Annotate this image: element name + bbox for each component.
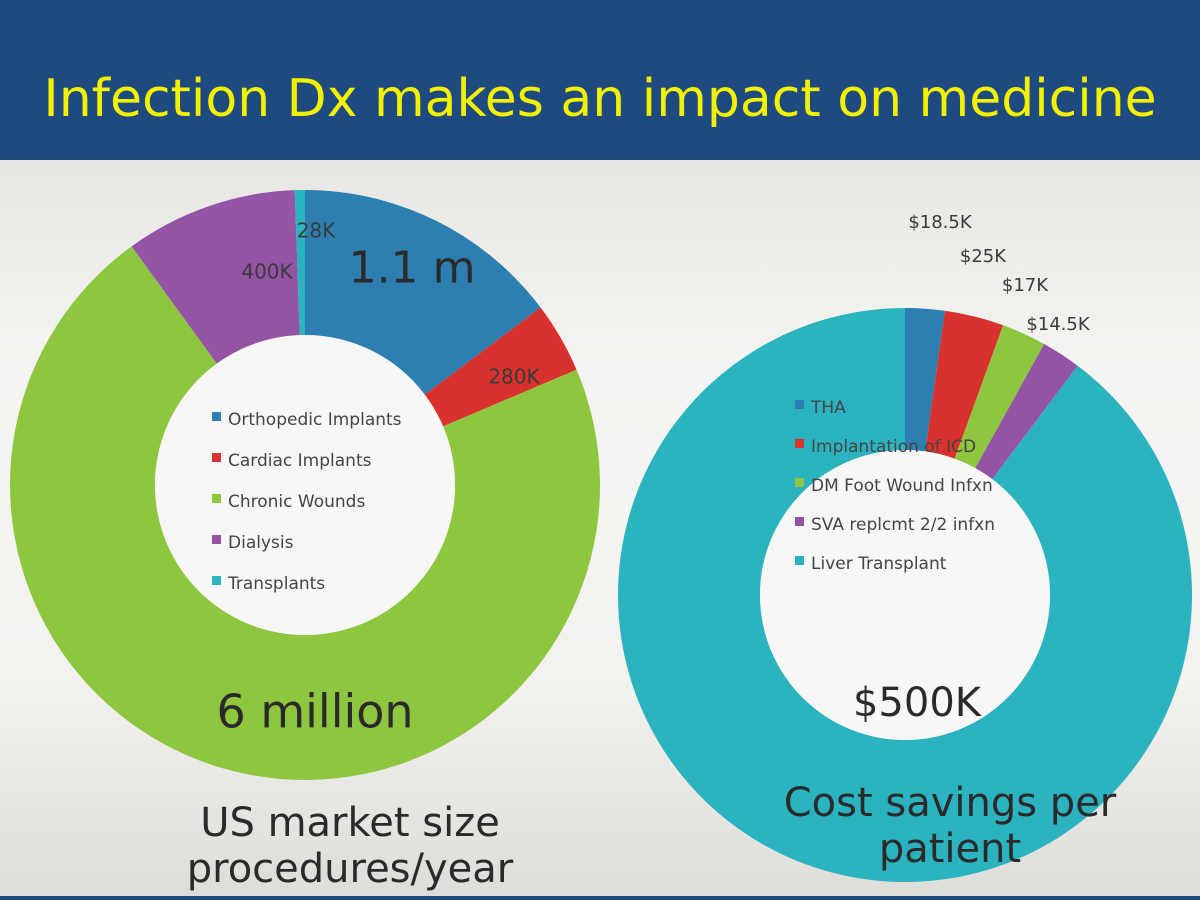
legend-swatch bbox=[212, 576, 221, 585]
data-label-chronic-wounds: 6 million bbox=[216, 685, 413, 739]
slice-sva-replcmt-2-2-infxn bbox=[975, 343, 1078, 480]
data-label-implantation-of-icd: $25K bbox=[960, 246, 1007, 267]
legend-label: Chronic Wounds bbox=[228, 492, 365, 512]
data-label-liver-transplant: $500K bbox=[853, 680, 983, 726]
slice-chronic-wounds bbox=[10, 246, 601, 781]
legend-swatch bbox=[212, 453, 221, 462]
data-label-transplants: 28K bbox=[297, 219, 336, 243]
left-chart-caption: US market size procedures/year bbox=[150, 800, 550, 892]
legend-swatch bbox=[795, 439, 804, 448]
right-caption-line-2: patient bbox=[878, 826, 1022, 872]
legend-swatch bbox=[212, 535, 221, 544]
right-chart-caption: Cost savings per patient bbox=[760, 780, 1140, 872]
legend-label: Liver Transplant bbox=[811, 554, 947, 574]
data-label-cardiac-implants: 280K bbox=[488, 365, 540, 389]
legend-swatch bbox=[795, 400, 804, 409]
legend-swatch bbox=[795, 517, 804, 526]
legend-label: THA bbox=[810, 398, 846, 418]
data-label-orthopedic-implants: 1.1 m bbox=[349, 242, 476, 293]
data-label-tha: $18.5K bbox=[908, 212, 973, 233]
slice-dialysis bbox=[131, 190, 300, 364]
legend-label: Cardiac Implants bbox=[228, 451, 372, 471]
slide-title: Infection Dx makes an impact on medicine bbox=[43, 69, 1157, 129]
legend-label: DM Foot Wound Infxn bbox=[811, 476, 993, 496]
donut-hole bbox=[155, 335, 455, 635]
data-label-dm-foot-wound-infxn: $17K bbox=[1002, 275, 1049, 296]
legend-label: Implantation of ICD bbox=[811, 437, 976, 457]
legend-label: SVA replcmt 2/2 infxn bbox=[811, 515, 995, 535]
slice-transplants bbox=[294, 190, 305, 336]
legend-swatch bbox=[795, 556, 804, 565]
data-label-dialysis: 400K bbox=[241, 260, 293, 284]
legend-label: Dialysis bbox=[228, 533, 294, 553]
right-caption-line-1: Cost savings per bbox=[783, 780, 1117, 826]
slice-orthopedic-implants bbox=[305, 190, 541, 395]
legend-swatch bbox=[212, 494, 221, 503]
slide-content-photo: 1.1 m 280K 6 million 400K 28K Orthopedic Impl… bbox=[0, 160, 1200, 900]
legend-label: Transplants bbox=[227, 574, 325, 594]
legend-label: Orthopedic Implants bbox=[228, 410, 402, 430]
donut-chart-2: $18.5K $25K $17K $14.5K $500K THA Implantation… bbox=[618, 212, 1192, 882]
slice-dm-foot-wound-infxn bbox=[954, 325, 1045, 469]
slice-liver-transplant bbox=[618, 308, 1192, 882]
legend-swatch bbox=[795, 478, 804, 487]
slice-cardiac-implants bbox=[424, 307, 577, 427]
bottom-bar bbox=[0, 896, 1200, 900]
slide-header: Infection Dx makes an impact on medicine bbox=[0, 0, 1200, 160]
data-label-sva-replcmt-2-2-infxn: $14.5K bbox=[1026, 314, 1091, 335]
slice-implantation-of-icd bbox=[925, 310, 1004, 459]
slice-tha bbox=[905, 308, 945, 452]
left-caption-line-1: US market size bbox=[200, 800, 500, 846]
left-caption-line-2: procedures/year bbox=[186, 846, 514, 892]
donut-hole bbox=[760, 450, 1050, 740]
legend-swatch bbox=[212, 412, 221, 421]
